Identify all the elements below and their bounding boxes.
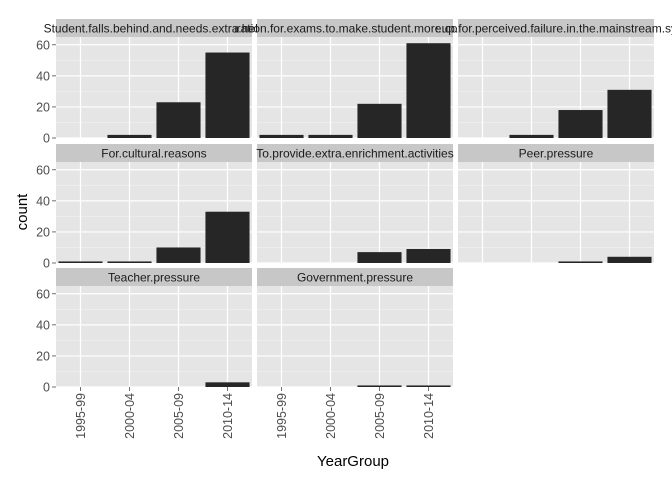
y-tick-label: 20 — [36, 100, 50, 114]
y-tick-label: 20 — [36, 349, 50, 363]
bar — [205, 52, 250, 138]
facet-strip-label: To.provide.extra.enrichment.activities — [256, 147, 453, 161]
y-tick-label: 40 — [36, 194, 50, 208]
bar — [607, 89, 652, 138]
facet-panel: Teacher.pressure 0 20 40 60 1995-99 2000-04 200… — [36, 268, 252, 439]
facet-strip — [56, 19, 252, 37]
facet-panel: Preparation.for.exams.to.make.student.mo… — [205, 19, 506, 139]
bar — [509, 134, 554, 138]
bar — [357, 103, 402, 138]
facet-strip — [257, 268, 453, 286]
bar — [107, 261, 152, 263]
bar — [357, 385, 402, 387]
facet-strip-label: Teacher.pressure — [108, 271, 200, 285]
facet-strip — [257, 19, 453, 37]
y-tick-label: 0 — [43, 132, 50, 146]
bar — [205, 382, 250, 387]
y-tick-label: 0 — [43, 257, 50, 271]
facet-panel: Student.falls.behind.and.needs.extra.hel… — [36, 19, 265, 146]
facet-strip-label: Make.up.for.perceived.failure.in.the.mai… — [409, 22, 672, 36]
bar — [406, 43, 451, 138]
x-tick-label: 2005-09 — [373, 393, 387, 439]
x-tick-label: 2000-04 — [123, 393, 137, 439]
facet-strip — [257, 144, 453, 162]
x-tick-label: 2000-04 — [324, 393, 338, 439]
facet-strip-label: Government.pressure — [297, 271, 413, 285]
y-tick-label: 60 — [36, 38, 50, 52]
facet-panel: Peer.pressure — [458, 144, 654, 264]
facet-strip-label: For.cultural.reasons — [101, 147, 206, 161]
bar — [58, 261, 103, 263]
facet-strip-label: Student.falls.behind.and.needs.extra.hel… — [44, 22, 265, 36]
facet-panel: To.provide.extra.enrichment.activities — [256, 144, 454, 264]
y-tick-label: 20 — [36, 225, 50, 239]
panel-background — [257, 286, 453, 387]
panel-background — [458, 162, 654, 263]
panel-background — [56, 286, 252, 387]
facet-strip-label: Peer.pressure — [519, 147, 594, 161]
facet-strip — [56, 144, 252, 162]
x-tick-label: 2010-14 — [221, 393, 235, 439]
x-tick-label: 2010-14 — [422, 393, 436, 439]
y-tick-label: 0 — [43, 381, 50, 395]
bar — [156, 247, 201, 263]
bar — [259, 134, 304, 138]
facet-panel: Make.up.for.perceived.failure.in.the.mai… — [409, 19, 672, 139]
y-tick-label: 40 — [36, 69, 50, 83]
x-tick-label: 1995-99 — [275, 393, 289, 439]
x-tick-label: 1995-99 — [74, 393, 88, 439]
bar — [107, 134, 152, 138]
bar — [406, 249, 451, 263]
y-tick-label: 60 — [36, 163, 50, 177]
facet-strip — [56, 268, 252, 286]
y-tick-label: 40 — [36, 318, 50, 332]
bar — [156, 102, 201, 138]
facet-panel: For.cultural.reasons 0 20 40 60 — [36, 144, 252, 271]
facet-panel: Government.pressure 1995-99 2000-04 2005-09… — [257, 268, 453, 439]
y-tick-label: 60 — [36, 287, 50, 301]
y-axis-title: count — [14, 193, 31, 231]
panels-layer: Student.falls.behind.and.needs.extra.hel… — [36, 19, 672, 439]
bar — [205, 211, 250, 263]
facet-strip — [458, 144, 654, 162]
x-tick-label: 2005-09 — [172, 393, 186, 439]
x-axis-title: YearGroup — [317, 453, 389, 470]
facet-strip — [458, 19, 654, 37]
bar — [357, 252, 402, 263]
panel-background — [257, 162, 453, 263]
bar — [558, 110, 603, 138]
facet-strip-label: Preparation.for.exams.to.make.student.mo… — [205, 22, 506, 36]
bar — [558, 261, 603, 263]
bar — [308, 134, 353, 138]
bar — [406, 385, 451, 387]
bar — [607, 256, 652, 263]
